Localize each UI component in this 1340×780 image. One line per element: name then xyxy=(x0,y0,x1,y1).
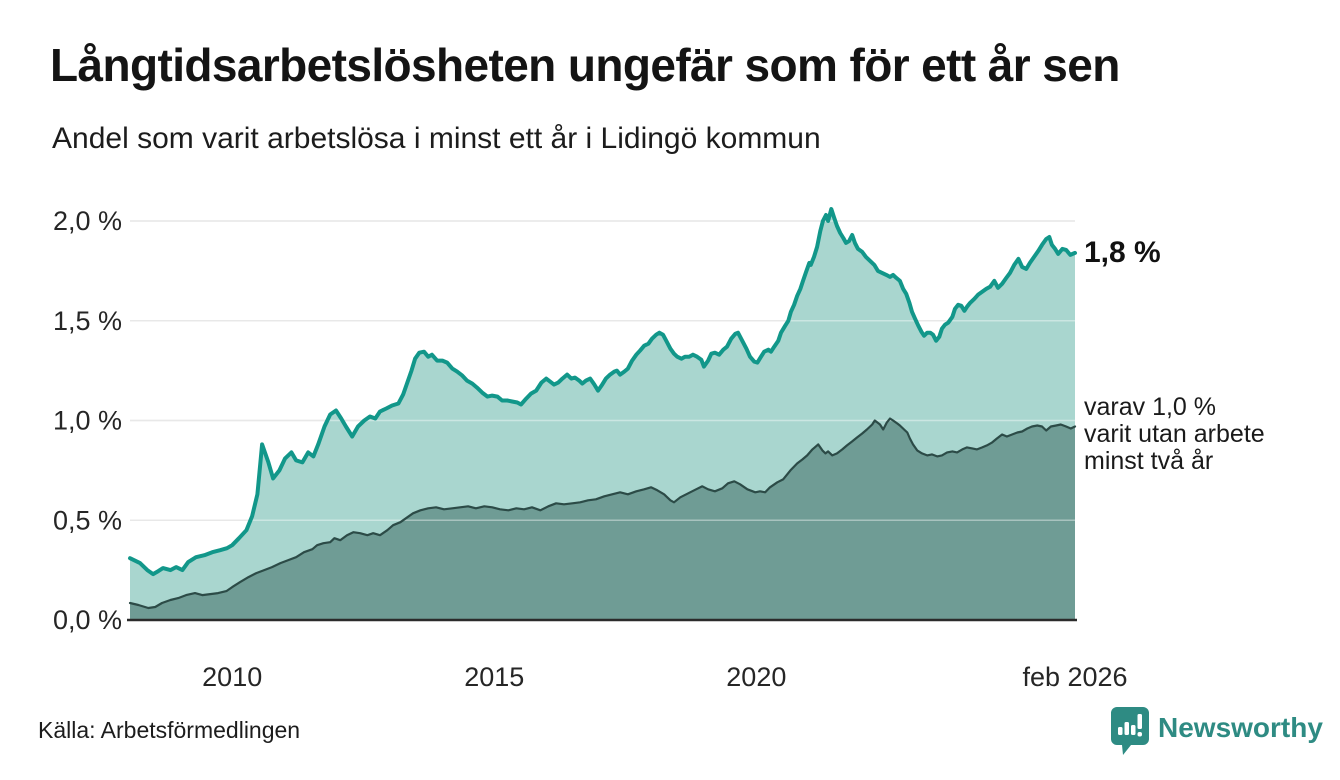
y-axis-tick-label: 0,5 % xyxy=(53,505,122,535)
newsworthy-logo: Newsworthy xyxy=(1110,706,1323,758)
x-axis-tick-label: feb 2026 xyxy=(1022,662,1127,692)
chart-subtitle: Andel som varit arbetslösa i minst ett å… xyxy=(52,122,821,155)
source-note: Källa: Arbetsförmedlingen xyxy=(38,717,301,743)
x-axis-tick-label: 2010 xyxy=(202,662,262,692)
y-axis-tick-label: 1,5 % xyxy=(53,306,122,336)
newsworthy-wordmark: Newsworthy xyxy=(1158,712,1323,743)
newsworthy-bubble-chart-icon xyxy=(1111,707,1149,755)
line-total-one-year xyxy=(128,207,1077,577)
area-subset-two-years xyxy=(130,418,1075,620)
x-axis-tick-label: 2015 xyxy=(464,662,524,692)
line-subset-two-years xyxy=(128,417,1077,610)
y-axis-tick-label: 2,0 % xyxy=(53,206,122,236)
x-axis-tick-label: 2020 xyxy=(726,662,786,692)
series-subset-annotation: varav 1,0 % varit utan arbete minst två … xyxy=(1084,393,1265,475)
y-axis-tick-label: 1,0 % xyxy=(53,406,122,436)
series-end-value-label: 1,8 % xyxy=(1084,236,1161,269)
y-axis-tick-label: 0,0 % xyxy=(53,605,122,635)
page-title: Långtidsarbetslösheten ungefär som för e… xyxy=(50,39,1120,91)
